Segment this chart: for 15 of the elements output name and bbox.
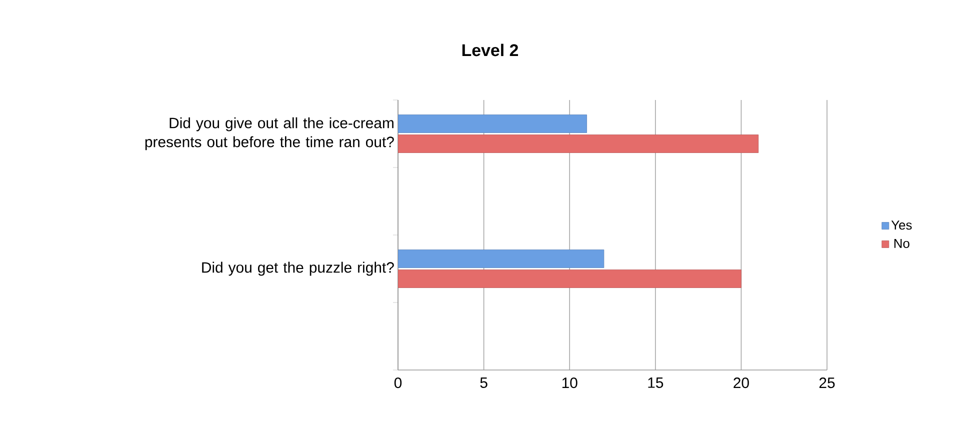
y-tick-label: Did you get the puzzle right? xyxy=(202,262,394,276)
legend-label: Yes xyxy=(891,220,912,230)
x-tick-label: 0 xyxy=(394,378,402,388)
y-tick-label: Did you give out all the ice-cream presents out before the time ran out? xyxy=(145,117,394,150)
x-tick-label: 20 xyxy=(734,378,749,388)
bar xyxy=(398,114,587,133)
legend-label: No xyxy=(894,239,910,248)
x-tick-label: 25 xyxy=(819,378,835,388)
bar xyxy=(398,270,742,288)
x-tick-label: 10 xyxy=(562,378,578,388)
chart-title: Level 2 xyxy=(462,44,518,56)
bar xyxy=(398,134,759,153)
bar xyxy=(398,250,604,268)
x-tick-label: 5 xyxy=(480,378,488,388)
x-tick-label: 15 xyxy=(648,378,664,388)
